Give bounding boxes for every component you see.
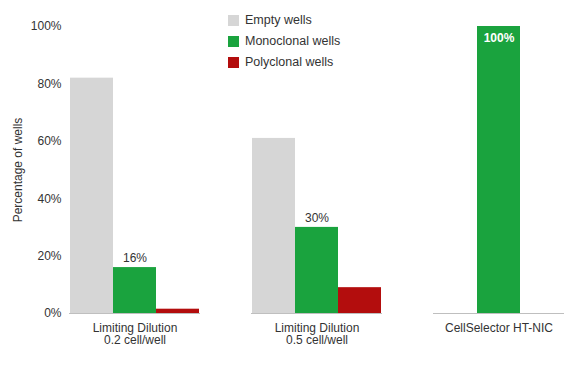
svg-text:20%: 20%: [37, 249, 61, 263]
html-text:Polyclonal wells: Polyclonal wells: [245, 55, 334, 69]
svg-text:100%: 100%: [484, 31, 515, 45]
svg-text:Percentage of wells: Percentage of wells: [11, 118, 25, 223]
svg-text:0%: 0%: [44, 306, 62, 320]
svg-text:60%: 60%: [37, 134, 61, 148]
svg-text:80%: 80%: [37, 77, 61, 91]
svg-text:30%: 30%: [305, 211, 329, 225]
svg-text:Limiting Dilution0.2 cell/well: Limiting Dilution0.2 cell/well: [93, 321, 178, 347]
svg-text:40%: 40%: [37, 192, 61, 206]
html-text:Monoclonal wells: Monoclonal wells: [245, 34, 341, 48]
svg-text:Limiting Dilution0.5 cell/well: Limiting Dilution0.5 cell/well: [275, 321, 360, 347]
svg-text:CellSelector HT-NIC: CellSelector HT-NIC: [445, 321, 553, 335]
html-text:Empty wells: Empty wells: [245, 13, 312, 27]
svg-text:16%: 16%: [123, 251, 147, 265]
svg-text:100%: 100%: [31, 19, 62, 33]
